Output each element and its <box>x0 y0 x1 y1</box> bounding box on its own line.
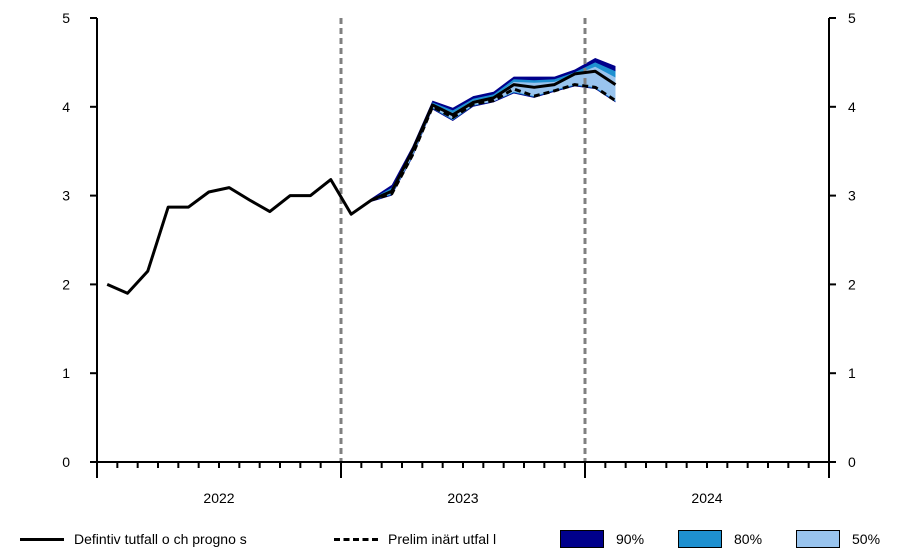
preliminary-series-line <box>371 83 617 202</box>
legend: Defintiv tutfall o ch progno s Prelim in… <box>0 528 903 552</box>
legend-80-swatch <box>678 530 722 548</box>
legend-solid-line-swatch <box>20 537 64 541</box>
y-tick-label-left: 0 <box>62 454 70 470</box>
definitive-series-line <box>106 69 617 295</box>
x-year-label: 2022 <box>203 490 234 506</box>
y-tick-label-right: 4 <box>848 99 856 115</box>
y-tick-label-left: 1 <box>62 365 70 381</box>
legend-item-50: 50% <box>796 528 880 550</box>
y-tick-label-left: 2 <box>62 276 70 292</box>
legend-50-swatch <box>796 530 840 548</box>
x-year-label: 2023 <box>447 490 478 506</box>
series-lines <box>106 69 617 295</box>
legend-item-90: 90% <box>560 528 644 550</box>
y-tick-label-right: 1 <box>848 365 856 381</box>
y-tick-label-left: 3 <box>62 188 70 204</box>
y-tick-label-right: 2 <box>848 276 856 292</box>
legend-dashed-line-swatch <box>334 537 378 541</box>
x-year-label: 2024 <box>691 490 722 506</box>
legend-label-definitive: Defintiv tutfall o ch progno s <box>74 531 247 547</box>
y-tick-label-right: 5 <box>848 10 856 26</box>
axes: 0 0 1 1 2 2 3 3 4 4 5 5 2022 2023 2024 <box>62 10 856 506</box>
legend-item-preliminary: Prelim inärt utfal l <box>334 528 496 550</box>
legend-label-90: 90% <box>616 531 645 547</box>
legend-item-definitive: Defintiv tutfall o ch progno s <box>20 528 247 550</box>
legend-item-80: 80% <box>678 528 762 550</box>
reference-lines <box>339 18 587 462</box>
y-tick-label-right: 0 <box>848 454 856 470</box>
y-tick-label-left: 5 <box>62 10 70 26</box>
legend-label-preliminary: Prelim inärt utfal l <box>388 531 497 547</box>
y-tick-label-left: 4 <box>62 99 70 115</box>
legend-90-swatch <box>560 530 604 548</box>
legend-label-80: 80% <box>734 531 763 547</box>
confidence-bands <box>371 58 616 202</box>
y-tick-label-right: 3 <box>848 188 856 204</box>
legend-label-50: 50% <box>852 531 881 547</box>
